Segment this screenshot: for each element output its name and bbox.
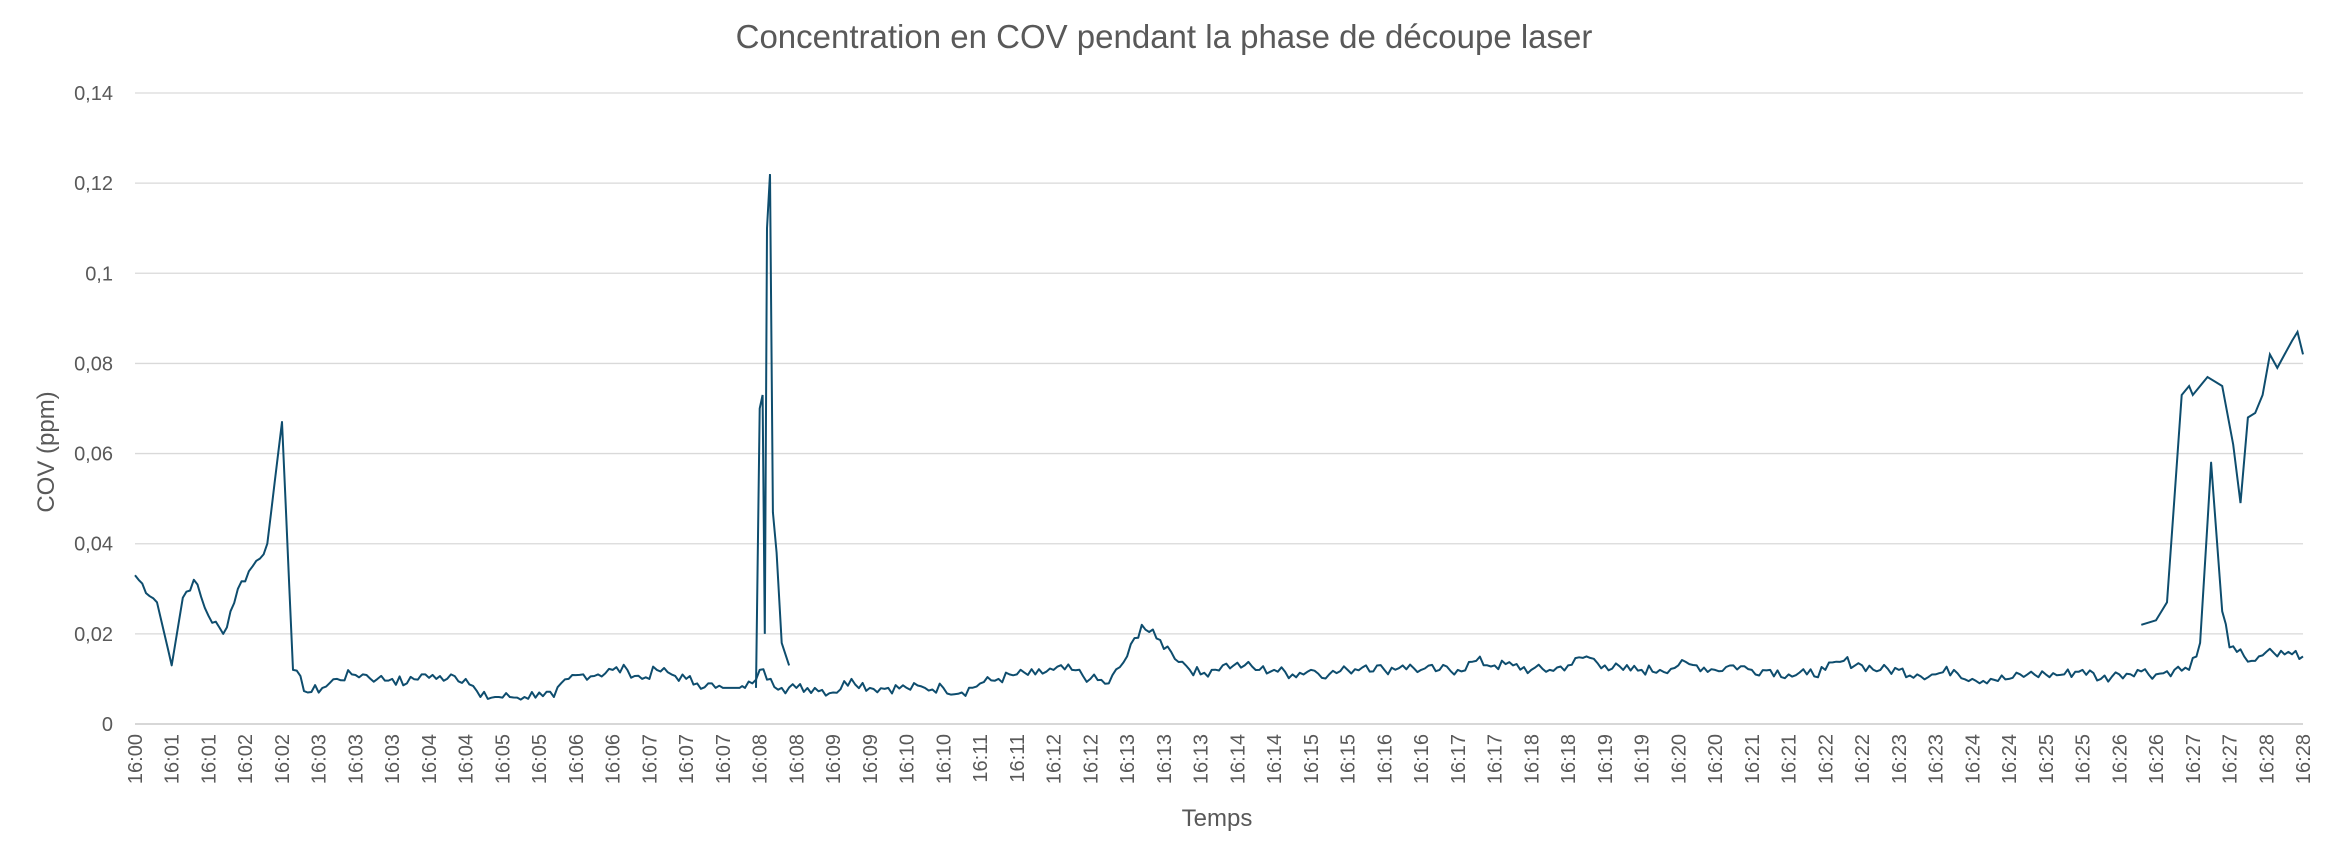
x-tick-label: 16:21	[1742, 734, 1764, 784]
x-tick-label: 16:15	[1301, 734, 1323, 784]
x-tick-label: 16:13	[1117, 734, 1139, 784]
x-tick-label: 16:07	[713, 734, 735, 784]
y-tick-label: 0,06	[74, 444, 113, 466]
x-tick-label: 16:03	[382, 734, 404, 784]
x-tick-label: 16:24	[1999, 734, 2021, 784]
x-tick-label: 16:13	[1154, 734, 1176, 784]
y-tick-label: 0,08	[74, 353, 113, 375]
y-tick-label: 0,02	[74, 624, 113, 646]
x-tick-label: 16:23	[1926, 734, 1948, 784]
x-tick-label: 16:02	[235, 734, 257, 784]
x-axis-ticks: 16:00 16:01 16:01 16:02 16:02 16:03 16:03 16:03…	[125, 734, 2315, 784]
x-tick-label: 16:25	[2036, 734, 2058, 784]
x-tick-label: 16:12	[1080, 734, 1102, 784]
x-axis-label: Temps	[1182, 805, 1253, 832]
x-tick-label: 16:06	[603, 734, 625, 784]
x-tick-label: 16:09	[860, 734, 882, 784]
x-tick-label: 16:19	[1632, 734, 1654, 784]
x-tick-label: 16:11	[970, 734, 992, 783]
x-tick-label: 16:10	[933, 734, 955, 784]
y-tick-label: 0,12	[74, 173, 113, 195]
x-tick-label: 16:20	[1705, 734, 1727, 784]
y-tick-label: 0,14	[74, 83, 113, 105]
x-tick-label: 16:04	[456, 734, 478, 784]
y-tick-label: 0	[102, 714, 113, 736]
x-tick-label: 16:03	[345, 734, 367, 784]
x-tick-label: 16:25	[2073, 734, 2095, 784]
x-tick-label: 16:21	[1779, 734, 1801, 784]
x-tick-label: 16:12	[1044, 734, 1066, 784]
x-tick-label: 16:23	[1889, 734, 1911, 784]
x-tick-label: 16:01	[198, 734, 220, 784]
x-tick-label: 16:26	[2109, 734, 2131, 784]
x-tick-label: 16:08	[786, 734, 808, 784]
x-tick-label: 16:22	[1815, 734, 1837, 784]
x-tick-label: 16:01	[162, 734, 184, 784]
x-tick-label: 16:03	[309, 734, 331, 784]
x-tick-label: 16:04	[419, 734, 441, 784]
x-tick-label: 16:06	[566, 734, 588, 784]
x-tick-label: 16:15	[1338, 734, 1360, 784]
x-tick-label: 16:13	[1191, 734, 1213, 784]
x-tick-label: 16:14	[1227, 734, 1249, 784]
x-tick-label: 16:08	[750, 734, 772, 784]
x-tick-label: 16:00	[125, 734, 147, 784]
x-tick-label: 16:27	[2183, 734, 2205, 784]
x-tick-label: 16:20	[1668, 734, 1690, 784]
gridlines	[135, 92, 2303, 725]
x-tick-label: 16:17	[1485, 734, 1507, 784]
chart-title: Concentration en COV pendant la phase de…	[736, 18, 1593, 55]
x-tick-label: 16:22	[1852, 734, 1874, 784]
x-tick-label: 16:28	[2256, 734, 2278, 784]
x-tick-label: 16:16	[1374, 734, 1396, 784]
series-line-end	[2141, 329, 2304, 626]
x-tick-label: 16:05	[529, 734, 551, 784]
x-tick-label: 16:07	[639, 734, 661, 784]
x-tick-label: 16:26	[2146, 734, 2168, 784]
x-tick-label: 16:11	[1007, 734, 1029, 783]
y-tick-label: 0,04	[74, 534, 113, 556]
y-axis-ticks: 0 0,02 0,04 0,06 0,08 0,1 0,12 0,14	[74, 83, 113, 736]
x-tick-label: 16:14	[1264, 734, 1286, 784]
x-tick-label: 16:28	[2293, 734, 2315, 784]
x-tick-label: 16:07	[676, 734, 698, 784]
x-tick-label: 16:10	[897, 734, 919, 784]
y-tick-label: 0,1	[85, 263, 113, 285]
x-tick-label: 16:18	[1558, 734, 1580, 784]
series-spike	[755, 174, 791, 688]
x-tick-label: 16:24	[1962, 734, 1984, 784]
x-tick-label: 16:18	[1521, 734, 1543, 784]
series-line	[134, 421, 2304, 701]
y-axis-label: COV (ppm)	[33, 391, 60, 512]
x-tick-label: 16:17	[1448, 734, 1470, 784]
x-tick-label: 16:19	[1595, 734, 1617, 784]
x-tick-label: 16:27	[2220, 734, 2242, 784]
x-tick-label: 16:05	[492, 734, 514, 784]
x-tick-label: 16:09	[823, 734, 845, 784]
x-tick-label: 16:02	[272, 734, 294, 784]
x-tick-label: 16:16	[1411, 734, 1433, 784]
